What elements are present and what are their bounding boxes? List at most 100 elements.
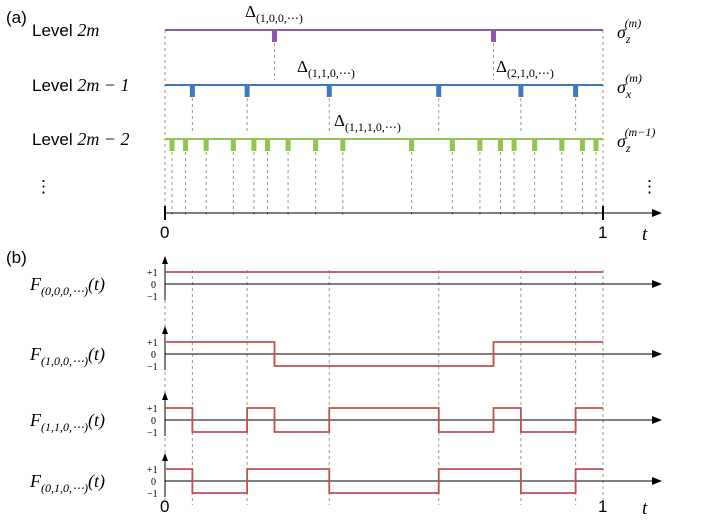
pulse-marker [532, 139, 538, 151]
y-tick-plus: +1 [147, 465, 158, 476]
axis-end-label: 1 [598, 223, 607, 242]
delta-subscript: (1,1,1,0,⋯) [345, 120, 401, 134]
function-name-base: F [29, 274, 42, 294]
function-y-axis-arrow [162, 392, 168, 400]
delta-subscript: (2,1,0,⋯) [507, 66, 554, 80]
operator-base: σ [617, 77, 627, 97]
panel-a-label: (a) [6, 8, 27, 27]
operator-sub: z [625, 141, 631, 155]
operator-sup: (m) [625, 16, 642, 30]
pulse-marker [518, 85, 524, 97]
delta-annotation: Δ(1,0,0,⋯) [245, 2, 303, 25]
y-tick-zero: 0 [151, 477, 156, 488]
function-x-axis-arrow [652, 350, 662, 358]
pulse-marker [203, 139, 209, 151]
level-label: Level 2m − 1 [32, 75, 130, 95]
pulse-marker [491, 30, 496, 42]
pulse-marker [593, 139, 599, 151]
function-label: F(0,0,0,⋯)(t) [29, 274, 105, 298]
pulse-marker [285, 139, 291, 151]
function-x-axis-arrow [652, 477, 662, 485]
operator-base: σ [617, 131, 627, 151]
pulse-marker [340, 139, 346, 151]
pulse-marker [313, 139, 319, 151]
function-name-sub: (1,1,0,⋯) [41, 420, 88, 434]
function-name-sub: (1,0,0,⋯) [41, 354, 88, 368]
function-y-axis-arrow [162, 453, 168, 461]
level-label: Level 2m − 2 [32, 129, 130, 149]
function-name-arg: (t) [88, 471, 105, 492]
pulse-marker [183, 139, 189, 151]
operator-label: σz (m−1) [617, 125, 655, 155]
operator-label: σx (m) [617, 71, 642, 101]
delta-annotation: Δ(1,1,1,0,⋯) [334, 111, 401, 134]
function-waveform [165, 468, 603, 494]
level-label-math: 2m [77, 20, 99, 40]
function-name-base: F [29, 410, 42, 430]
function-label: F(0,1,0,⋯)(t) [29, 471, 105, 495]
function-name-base: F [29, 471, 42, 491]
pulse-marker [264, 139, 270, 151]
pulse-marker [251, 139, 257, 151]
pulse-marker [230, 139, 236, 151]
y-tick-minus: −1 [147, 489, 158, 500]
y-tick-minus: −1 [147, 428, 158, 439]
function-y-axis-arrow [162, 326, 168, 334]
y-tick-plus: +1 [147, 268, 158, 279]
pulse-marker [326, 85, 332, 97]
pulse-marker [449, 139, 455, 151]
ellipsis-left: ⋮ [35, 177, 52, 196]
y-tick-zero: 0 [151, 416, 156, 427]
delta-symbol: Δ [245, 2, 256, 21]
delta-annotation: Δ(2,1,0,⋯) [496, 57, 554, 80]
function-label: F(1,0,0,⋯)(t) [29, 344, 105, 368]
axis-var-label: t [642, 224, 648, 245]
function-name-sub: (0,1,0,⋯) [41, 481, 88, 495]
axis-start-label: 0 [160, 497, 169, 516]
function-waveform [165, 407, 603, 433]
level-label-prefix: Level [32, 76, 77, 95]
pulse-marker [511, 139, 517, 151]
y-tick-zero: 0 [151, 350, 156, 361]
function-name-arg: (t) [88, 274, 105, 295]
level-label-prefix: Level [32, 21, 77, 40]
function-label: F(1,1,0,⋯)(t) [29, 410, 105, 434]
pulse-marker [272, 30, 277, 42]
level-label: Level 2m [32, 20, 99, 40]
pulse-marker [244, 85, 250, 97]
y-tick-zero: 0 [151, 280, 156, 291]
function-x-axis-arrow [652, 416, 662, 424]
y-tick-minus: −1 [147, 292, 158, 303]
level-label-math: 2m − 2 [77, 129, 129, 149]
panel-b-label: (b) [6, 248, 27, 267]
y-tick-minus: −1 [147, 362, 158, 373]
delta-annotation: Δ(1,1,0,⋯) [297, 57, 355, 80]
y-tick-plus: +1 [147, 404, 158, 415]
pulse-marker [579, 139, 585, 151]
axis-var-label: t [642, 498, 648, 519]
function-name-arg: (t) [88, 344, 105, 365]
y-tick-plus: +1 [147, 338, 158, 349]
pulse-marker [477, 139, 483, 151]
guide-lines [164, 30, 604, 505]
delta-subscript: (1,1,0,⋯) [308, 66, 355, 80]
pulse-marker [498, 139, 504, 151]
function-name-sub: (0,0,0,⋯) [41, 284, 88, 298]
operator-label: σz (m) [617, 16, 641, 46]
level-label-prefix: Level [32, 130, 77, 149]
operator-sub: x [625, 87, 632, 101]
delta-symbol: Δ [496, 57, 507, 76]
pulse-marker [189, 85, 195, 97]
time-axis-arrow [652, 209, 662, 217]
delta-subscript: (1,0,0,⋯) [256, 11, 303, 25]
function-name-base: F [29, 344, 42, 364]
axis-start-label: 0 [160, 223, 169, 242]
level-label-math: 2m − 1 [77, 75, 129, 95]
pulse-marker [169, 139, 175, 151]
operator-base: σ [617, 22, 627, 42]
function-x-axis-arrow [652, 280, 662, 288]
pulse-marker [436, 85, 442, 97]
delta-symbol: Δ [297, 57, 308, 76]
